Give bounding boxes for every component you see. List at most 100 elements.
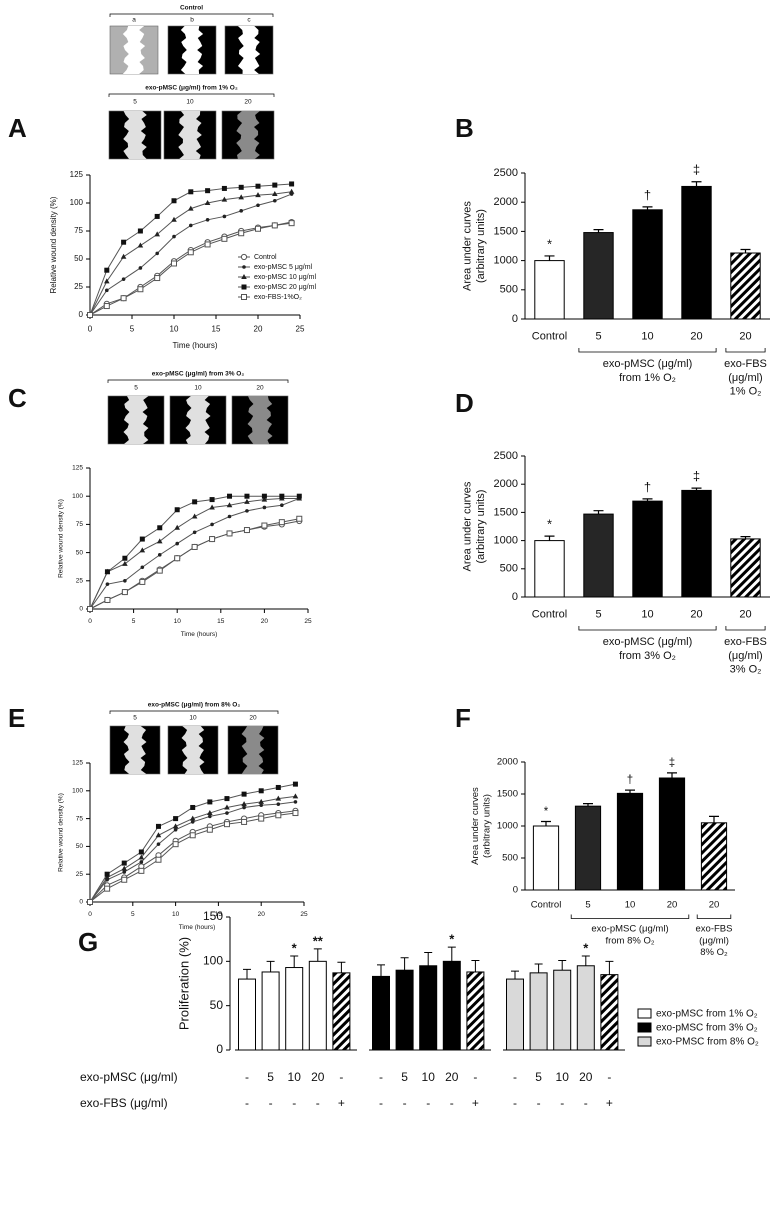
data-point — [138, 854, 145, 860]
bar — [308, 960, 327, 1051]
x-tick-label: 10 — [172, 911, 180, 918]
data-point — [154, 275, 161, 282]
y-tick-label: 25 — [76, 578, 84, 585]
data-point — [209, 497, 215, 503]
error-bar — [691, 487, 702, 491]
y-tick-label: 1000 — [494, 535, 518, 547]
data-point — [226, 502, 233, 508]
data-point — [189, 223, 193, 228]
error-bar — [593, 229, 604, 233]
fbs-group-label: 8% O₂ — [700, 947, 728, 958]
fbs-group-label: exo-FBS — [696, 923, 733, 934]
data-point — [292, 810, 299, 817]
data-point — [224, 796, 230, 802]
x-tick-label: 10 — [170, 324, 179, 333]
y-axis-label: (arbitrary units) — [475, 490, 487, 564]
data-point — [272, 182, 278, 188]
error-bar — [400, 957, 409, 971]
wound-gap — [236, 111, 260, 159]
wound-gap — [123, 396, 149, 444]
significance-mark: * — [547, 517, 552, 532]
data-point — [221, 196, 228, 202]
data-point — [122, 870, 127, 874]
data-point — [171, 216, 177, 222]
data-point — [105, 288, 109, 293]
error-bar — [605, 960, 614, 975]
x-tick-label: 15 — [215, 911, 223, 918]
strip-title: exo-pMSC (μg/ml) from 8% O₂ — [148, 702, 241, 709]
x-tick-label: 20 — [667, 900, 678, 911]
data-point — [280, 503, 284, 508]
significance-mark: * — [544, 806, 549, 818]
strip-label: 5 — [133, 715, 137, 722]
pmsc-group-label: exo-pMSC (μg/ml) — [603, 636, 692, 648]
legend-swatch — [637, 1008, 652, 1019]
data-point — [273, 198, 277, 203]
row-label: - — [245, 1070, 249, 1084]
x-tick-label: 10 — [174, 618, 182, 625]
y-tick-label: 2000 — [494, 478, 518, 490]
significance-mark: ‡ — [693, 162, 700, 177]
y-tick-label: 0 — [513, 885, 518, 896]
strip-title: exo-pMSC (μg/ml) from 3% O₂ — [152, 371, 245, 378]
x-tick-label: 20 — [261, 618, 269, 625]
y-axis-label: Proliferation (%) — [176, 937, 191, 1030]
y-tick-label: 125 — [72, 465, 83, 472]
significance-mark: ** — [313, 933, 324, 948]
pmsc-group-label: from 3% O₂ — [619, 650, 676, 662]
fbs-group-label: 1% O₂ — [730, 386, 762, 398]
data-point — [208, 814, 212, 819]
y-tick-label: 100 — [70, 198, 84, 207]
pmsc-group-label: exo-pMSC (μg/ml) — [591, 923, 668, 934]
fbs-group-label: (μg/ml) — [728, 372, 762, 384]
data-point — [261, 522, 268, 529]
x-axis-label: Time (hours) — [179, 924, 216, 931]
x-tick-label: 25 — [300, 911, 308, 918]
y-tick-label: 0 — [79, 310, 84, 319]
data-point — [137, 228, 143, 234]
x-tick-label: 10 — [641, 609, 653, 621]
legend-marker — [242, 265, 246, 269]
data-point — [222, 214, 227, 219]
bar — [372, 975, 390, 1051]
row-label: + — [606, 1096, 613, 1110]
y-tick-label: 50 — [76, 549, 84, 556]
row-label: 20 — [311, 1070, 325, 1084]
y-tick-label: 50 — [210, 998, 224, 1012]
fbs-group-bracket — [725, 626, 766, 631]
y-tick-label: 0 — [79, 899, 83, 906]
data-point — [139, 536, 145, 542]
data-point — [288, 188, 295, 194]
data-point — [139, 860, 144, 864]
data-point — [120, 295, 127, 302]
bar — [332, 972, 351, 1051]
data-point — [139, 578, 146, 585]
data-point — [121, 865, 128, 871]
significance-mark: ‡ — [693, 469, 700, 484]
bar — [658, 777, 686, 891]
pmsc-group-bracket — [570, 914, 690, 919]
row-label: - — [513, 1096, 517, 1110]
legend-marker — [241, 274, 247, 279]
y-tick-label: 0 — [216, 1042, 223, 1056]
data-point — [155, 251, 159, 256]
y-tick-label: 75 — [74, 226, 83, 235]
row-label: - — [426, 1096, 430, 1110]
significance-mark: * — [583, 940, 589, 955]
data-point — [288, 220, 295, 227]
data-point — [104, 596, 111, 603]
data-point — [189, 832, 196, 839]
y-tick-label: 2000 — [497, 757, 518, 768]
data-point — [104, 267, 110, 273]
data-point — [207, 810, 213, 816]
data-point — [245, 509, 249, 513]
x-tick-label: Control — [531, 900, 562, 911]
data-point — [174, 507, 180, 513]
y-tick-label: 2500 — [494, 167, 518, 179]
fbs-group-label: 3% O₂ — [730, 664, 762, 676]
legend-marker — [240, 253, 248, 261]
y-tick-label: 100 — [72, 788, 83, 795]
bar — [506, 978, 524, 1051]
data-point — [104, 569, 110, 575]
data-point — [209, 536, 216, 543]
